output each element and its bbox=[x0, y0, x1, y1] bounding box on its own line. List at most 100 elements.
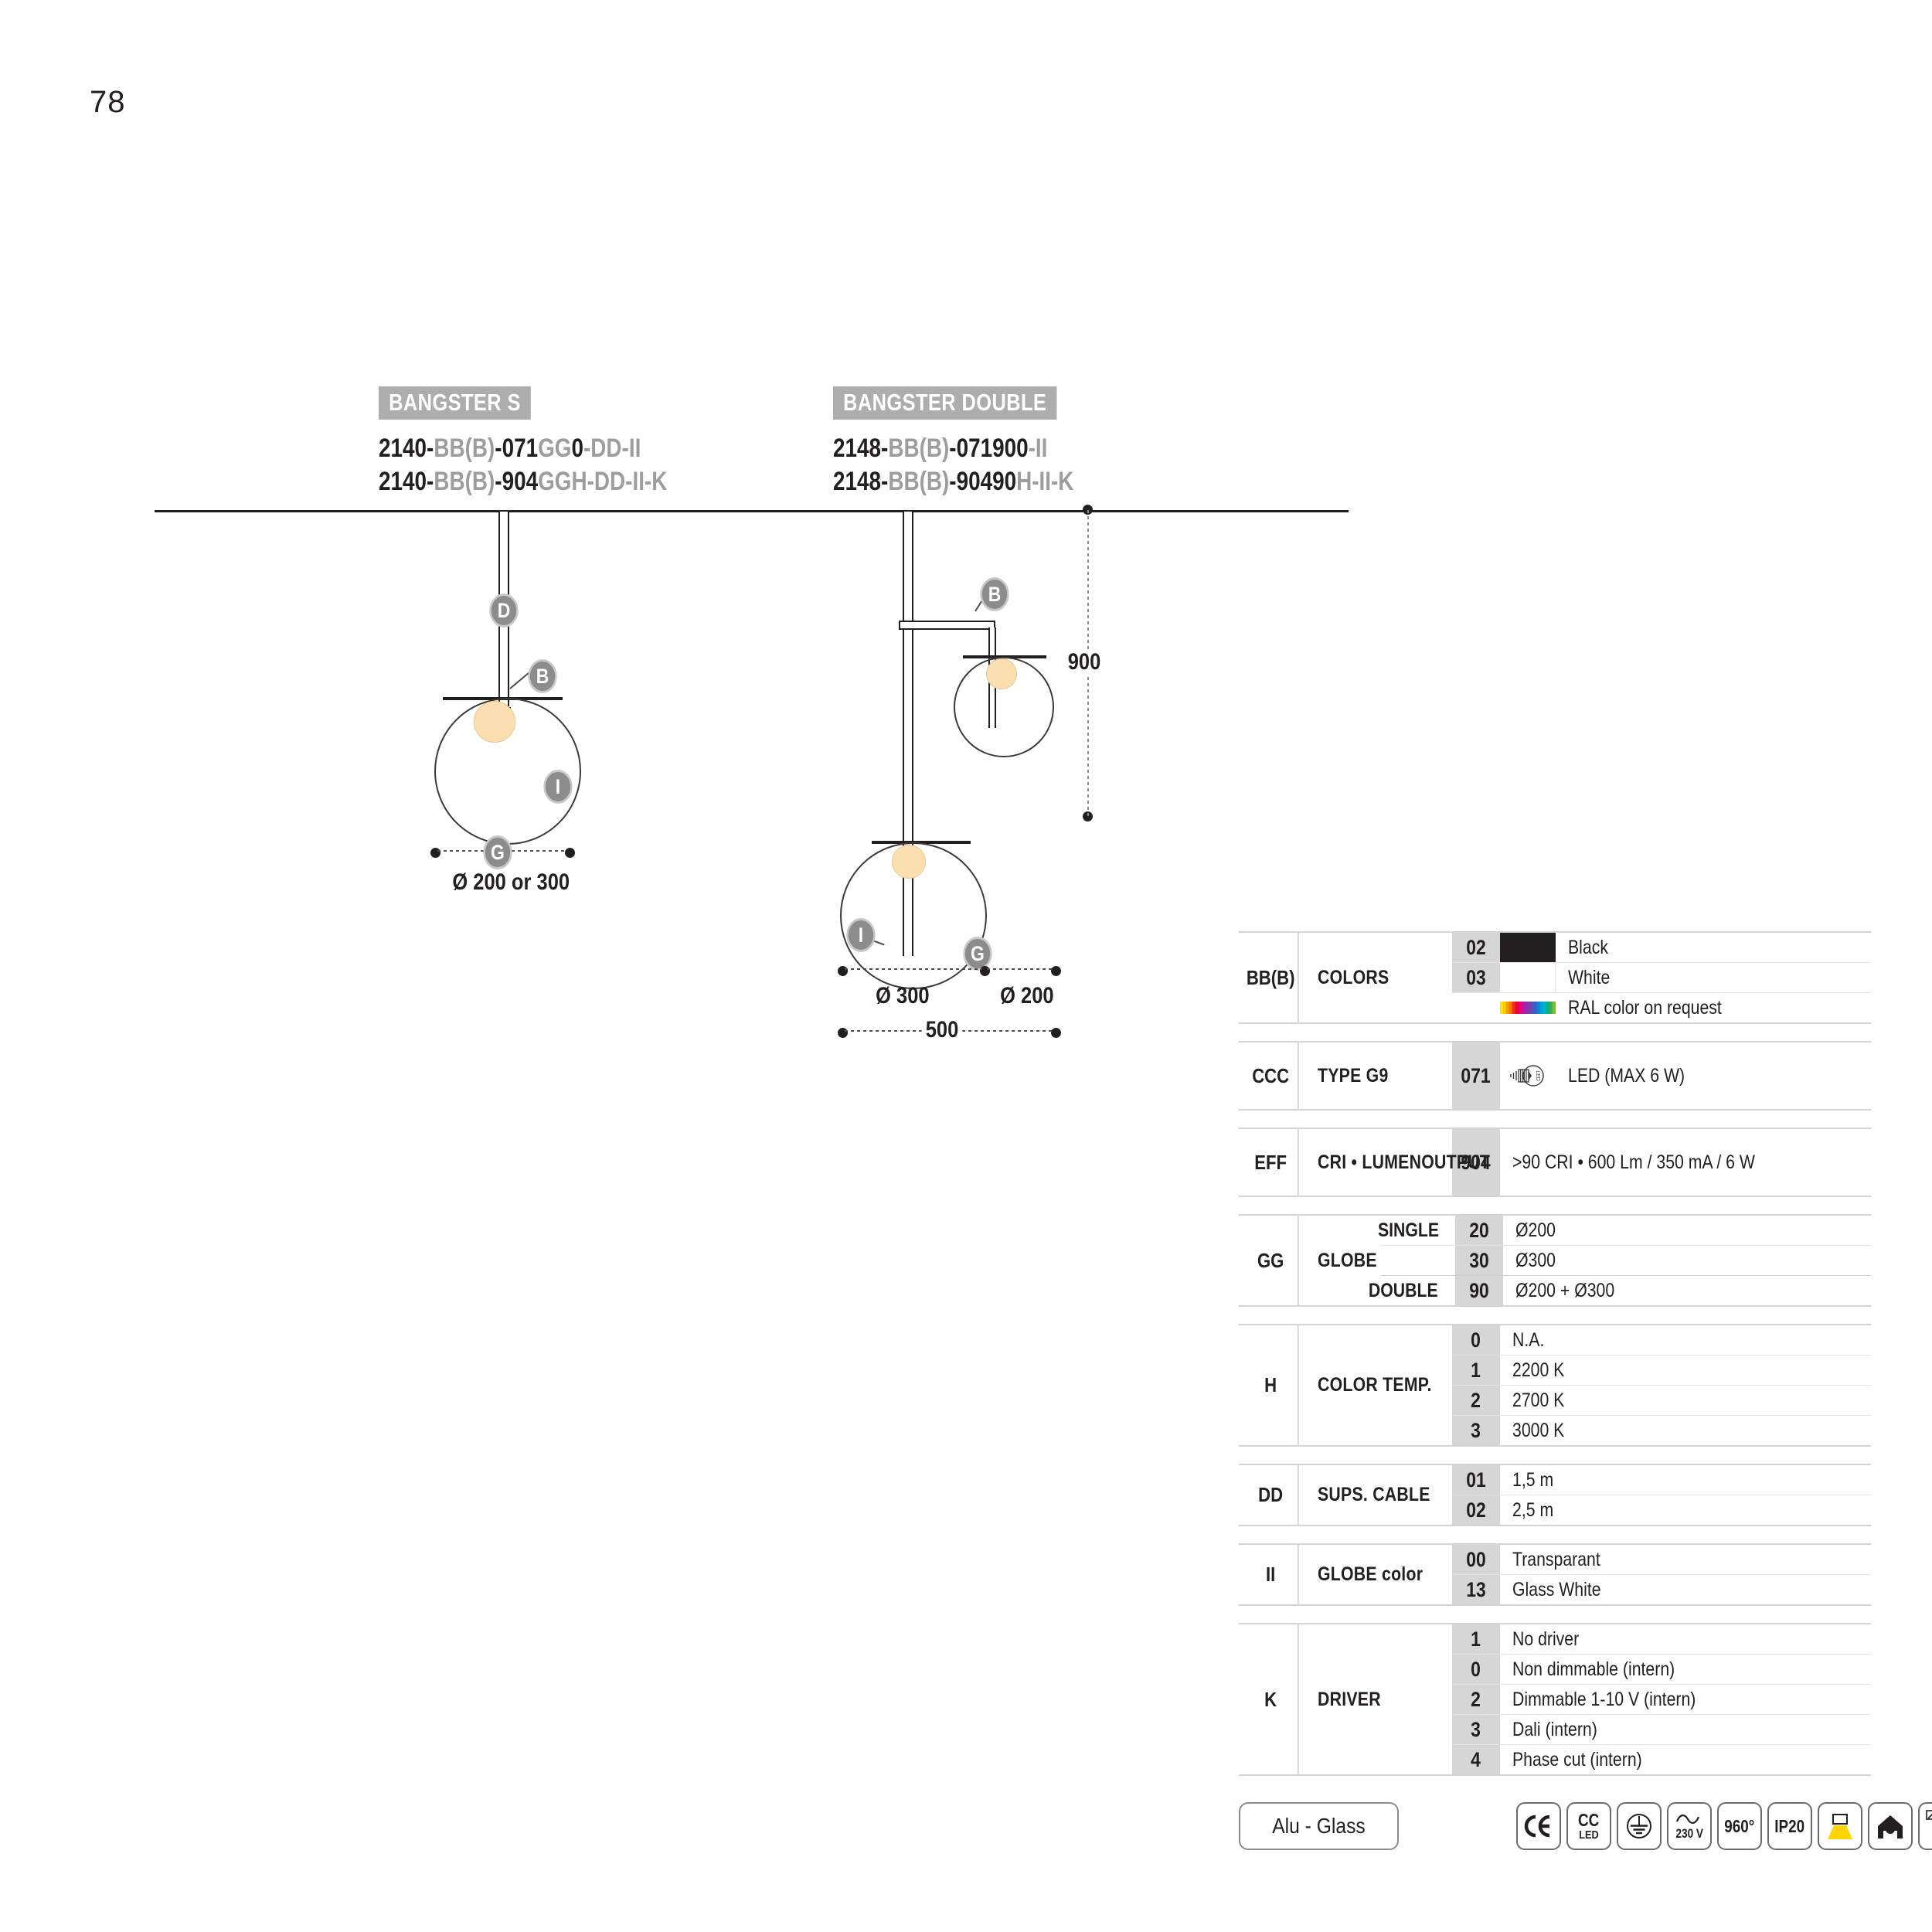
spec-key: 904 bbox=[1452, 1129, 1500, 1196]
spec-value: Non dimmable (intern) bbox=[1512, 1658, 1675, 1680]
spec-value: Ø200 bbox=[1515, 1219, 1556, 1241]
spec-group-efficiency: EFF CRI • LUMENOUTPUT 904 >90 CRI • 600 … bbox=[1239, 1128, 1871, 1197]
product-code-line-2: 2140-BB(B)-904GGH-DD-II-K bbox=[379, 465, 667, 498]
spec-key: 03 bbox=[1452, 963, 1500, 992]
spec-value: 1,5 m bbox=[1512, 1468, 1554, 1491]
spec-code: H bbox=[1243, 1325, 1299, 1445]
code-segment: GGH-DD-II-K bbox=[538, 466, 668, 496]
code-segment: H-II-K bbox=[1016, 466, 1074, 496]
spec-name: CRI • LUMENOUTPUT bbox=[1318, 1151, 1491, 1173]
marker-bubble-b: B bbox=[528, 659, 557, 693]
spec-row: 01 1,5 m bbox=[1452, 1465, 1871, 1495]
spec-sublabel-double: DOUBLE bbox=[1369, 1279, 1439, 1301]
spec-row: 02 2,5 m bbox=[1452, 1495, 1871, 1525]
spec-value: Ø300 bbox=[1515, 1249, 1556, 1271]
product-tag-label: BANGSTER S bbox=[379, 386, 532, 420]
spec-value: White bbox=[1568, 966, 1611, 988]
dimension-caption-small: Ø 200 bbox=[1000, 983, 1054, 1009]
spec-value: N.A. bbox=[1512, 1328, 1545, 1351]
spec-key: 2 bbox=[1452, 1386, 1500, 1415]
spec-row: RAL color on request bbox=[1452, 993, 1871, 1022]
downlight-beam-icon bbox=[1818, 1802, 1862, 1850]
led-bulb-g9-icon: LED bbox=[1500, 1043, 1556, 1109]
spec-row: 904 >90 CRI • 600 Lm / 350 mA / 6 W bbox=[1452, 1129, 1871, 1196]
spec-group-suspension-cable: DD SUPS. CABLE 01 1,5 m 02 2,5 m bbox=[1239, 1464, 1871, 1526]
marker-bubble-i: I bbox=[846, 918, 876, 952]
spec-key: 20 bbox=[1455, 1216, 1503, 1245]
product-bangster-s: BANGSTER S 2140-BB(B)-071GG0-DD-II 2140-… bbox=[379, 386, 730, 498]
spec-value: Transparant bbox=[1512, 1548, 1600, 1570]
product-code-line-1: 2140-BB(B)-071GG0-DD-II bbox=[379, 432, 667, 465]
color-swatch-white bbox=[1500, 963, 1556, 992]
code-segment: -071900 bbox=[949, 434, 1029, 463]
spec-sublabel-empty bbox=[1381, 1246, 1455, 1275]
spec-name: DRIVER bbox=[1318, 1688, 1381, 1710]
spec-group-globe-color: II GLOBE color 00 Transparant 13 Glass W… bbox=[1239, 1543, 1871, 1606]
code-segment: 2140- bbox=[379, 434, 434, 463]
marker-bubble-b: B bbox=[980, 577, 1009, 611]
spec-row: 13 Glass White bbox=[1452, 1575, 1871, 1604]
spec-row: 30 Ø300 bbox=[1381, 1246, 1871, 1276]
spec-key: 00 bbox=[1452, 1545, 1500, 1574]
cc-led-icon: CC LED bbox=[1566, 1802, 1611, 1850]
spec-row: 0 N.A. bbox=[1452, 1325, 1871, 1355]
spec-row: 0 Non dimmable (intern) bbox=[1452, 1655, 1871, 1685]
page-number: 78 bbox=[90, 85, 126, 119]
dimension-endpoint bbox=[1083, 811, 1093, 821]
spec-group-globe: GG GLOBE SINGLE 20 Ø200 30 Ø300 DOUBLE 9… bbox=[1239, 1214, 1871, 1307]
dimension-caption-single: Ø 200 or 300 bbox=[452, 869, 570, 895]
material-label: Alu - Glass bbox=[1239, 1802, 1399, 1850]
spec-row: 3 3000 K bbox=[1452, 1416, 1871, 1445]
spec-key: 0 bbox=[1452, 1655, 1500, 1684]
spec-code: GG bbox=[1243, 1216, 1299, 1305]
code-segment: -II bbox=[1028, 434, 1048, 463]
spec-value: Black bbox=[1568, 936, 1608, 958]
class-1-earth-icon bbox=[1617, 1802, 1662, 1850]
code-segment: BB(B) bbox=[888, 434, 950, 463]
code-segment: 2148- bbox=[833, 434, 889, 463]
spec-key: 1 bbox=[1452, 1355, 1500, 1385]
spec-key: 071 bbox=[1452, 1043, 1500, 1109]
code-segment: 2140- bbox=[379, 466, 434, 496]
spec-key: 90 bbox=[1455, 1276, 1503, 1305]
spec-row: 071 LED LE bbox=[1452, 1043, 1871, 1109]
product-tag-label: BANGSTER DOUBLE bbox=[833, 386, 1057, 420]
spec-code: BB(B) bbox=[1243, 933, 1299, 1022]
spec-key: 4 bbox=[1452, 1745, 1500, 1774]
spec-row: 2 2700 K bbox=[1452, 1386, 1871, 1416]
spec-name: SUPS. CABLE bbox=[1318, 1484, 1430, 1505]
spec-code: EFF bbox=[1243, 1129, 1299, 1196]
marker-bubble-g: G bbox=[483, 835, 512, 869]
globe-large-300 bbox=[840, 842, 987, 989]
spec-code: DD bbox=[1243, 1465, 1299, 1525]
code-segment: -071 bbox=[495, 434, 539, 463]
spec-key: 1 bbox=[1452, 1624, 1500, 1654]
spec-value: Dimmable 1-10 V (intern) bbox=[1512, 1688, 1696, 1710]
spec-value: >90 CRI • 600 Lm / 350 mA / 6 W bbox=[1512, 1151, 1755, 1173]
spec-sublabel-single: SINGLE bbox=[1377, 1219, 1440, 1241]
ce-mark-icon bbox=[1516, 1802, 1561, 1850]
spec-key bbox=[1452, 993, 1500, 1022]
spec-name: GLOBE color bbox=[1318, 1563, 1423, 1585]
globe-small-200 bbox=[954, 657, 1054, 757]
spec-group-colors: BB(B) COLORS 02 Black 03 White RAL color… bbox=[1239, 931, 1871, 1024]
footer-badges-row: Alu - Glass CC LED bbox=[1239, 1802, 1932, 1850]
lamp-bulb-small bbox=[986, 658, 1017, 689]
horizontal-arm-double bbox=[899, 621, 995, 630]
spec-key: 02 bbox=[1452, 933, 1500, 962]
spec-code: CCC bbox=[1243, 1043, 1299, 1109]
spec-key: 2 bbox=[1452, 1685, 1500, 1714]
spec-value: Ø200 + Ø300 bbox=[1515, 1279, 1615, 1301]
spec-value: Glass White bbox=[1512, 1578, 1601, 1600]
spec-key: 30 bbox=[1455, 1246, 1503, 1275]
spec-value: LED (MAX 6 W) bbox=[1568, 1064, 1685, 1087]
code-segment: -90490 bbox=[949, 466, 1017, 496]
dimension-line-globe-small bbox=[987, 968, 1053, 971]
dimension-label-total-width: 500 bbox=[921, 1017, 963, 1043]
spec-row: DOUBLE 90 Ø200 + Ø300 bbox=[1369, 1276, 1871, 1305]
indoor-use-icon bbox=[1868, 1802, 1913, 1850]
code-segment: 2148- bbox=[833, 466, 889, 496]
product-drawings: BANGSTER S 2140-BB(B)-071GG0-DD-II 2140-… bbox=[0, 0, 1349, 1043]
dimension-line-globe-large bbox=[845, 968, 982, 971]
dimension-endpoint bbox=[565, 848, 575, 858]
